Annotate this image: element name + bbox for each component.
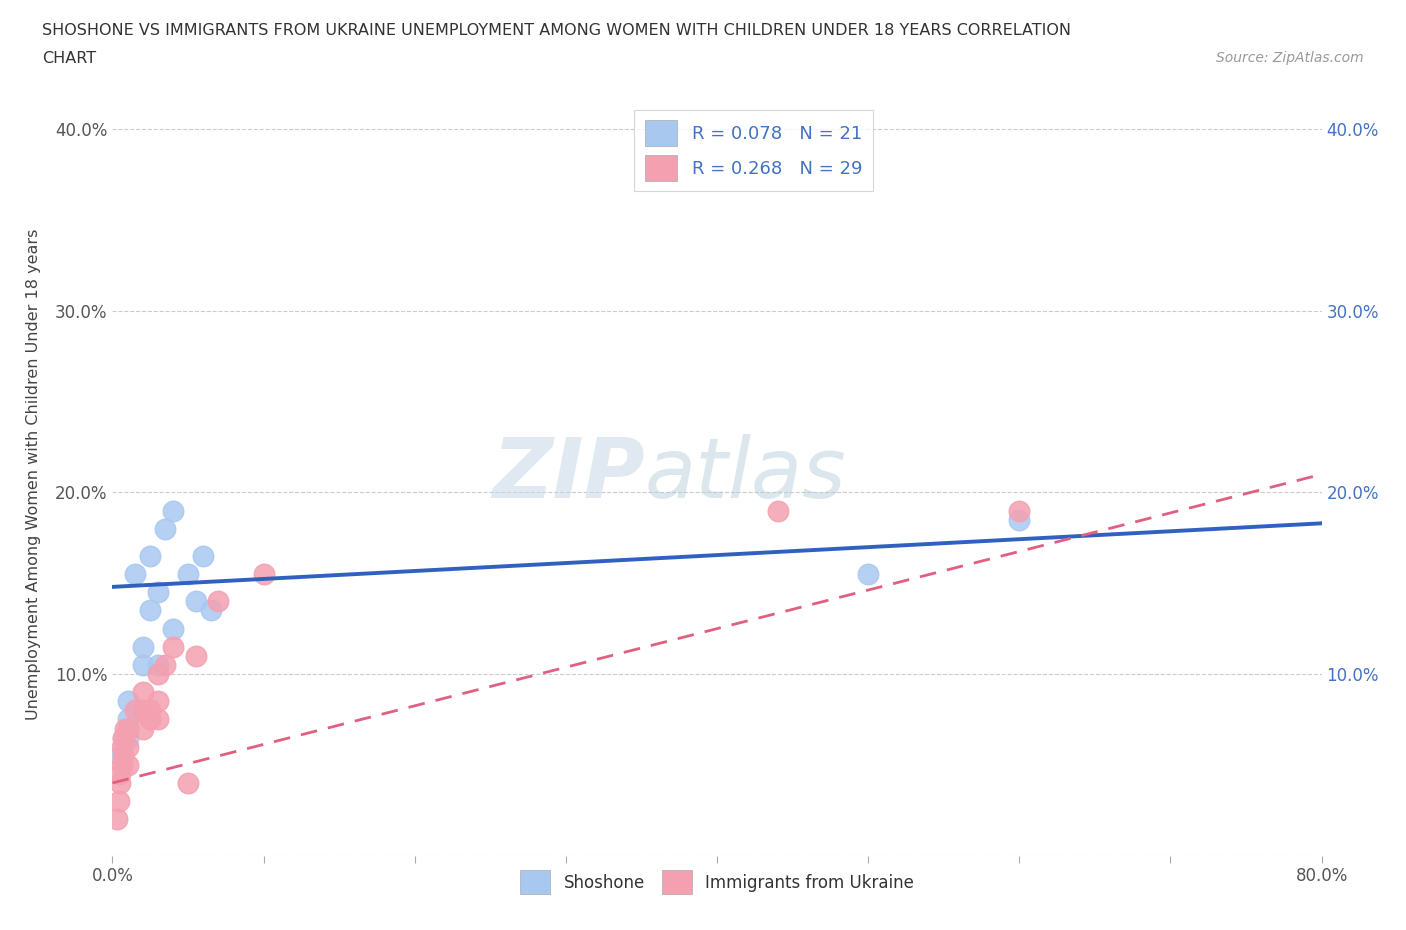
Point	[155, 658, 177, 672]
Point	[856, 566, 880, 581]
Point	[139, 549, 162, 564]
Point	[132, 658, 155, 672]
Point	[117, 694, 139, 709]
Point	[162, 621, 184, 636]
Point	[110, 739, 132, 754]
Text: CHART: CHART	[42, 51, 96, 66]
Point	[117, 721, 139, 736]
Point	[207, 594, 229, 609]
Point	[146, 712, 169, 727]
Point	[117, 712, 139, 727]
Point	[139, 603, 162, 618]
Point	[1008, 512, 1031, 527]
Point	[200, 603, 222, 618]
Point	[191, 549, 214, 564]
Point	[108, 776, 131, 790]
Text: Source: ZipAtlas.com: Source: ZipAtlas.com	[1216, 51, 1364, 65]
Point	[108, 766, 131, 781]
Point	[117, 730, 139, 745]
Point	[146, 694, 169, 709]
Point	[155, 522, 177, 537]
Text: SHOSHONE VS IMMIGRANTS FROM UKRAINE UNEMPLOYMENT AMONG WOMEN WITH CHILDREN UNDER: SHOSHONE VS IMMIGRANTS FROM UKRAINE UNEM…	[42, 23, 1071, 38]
Point	[124, 566, 146, 581]
Point	[112, 730, 135, 745]
Point	[132, 684, 155, 699]
Point	[108, 749, 131, 764]
Point	[132, 721, 155, 736]
Text: atlas: atlas	[644, 433, 846, 515]
Point	[162, 503, 184, 518]
Point	[132, 639, 155, 654]
Point	[117, 739, 139, 754]
Point	[114, 721, 136, 736]
Point	[139, 703, 162, 718]
Point	[110, 757, 132, 772]
Point	[1008, 503, 1031, 518]
Point	[146, 585, 169, 600]
Point	[107, 793, 129, 808]
Point	[139, 712, 162, 727]
Point	[177, 776, 200, 790]
Point	[112, 749, 135, 764]
Point	[112, 730, 135, 745]
Legend: Shoshone, Immigrants from Ukraine: Shoshone, Immigrants from Ukraine	[513, 864, 921, 900]
Text: ZIP: ZIP	[492, 433, 644, 515]
Point	[184, 648, 207, 663]
Point	[117, 757, 139, 772]
Point	[177, 566, 200, 581]
Point	[162, 639, 184, 654]
Point	[146, 658, 169, 672]
Point	[146, 667, 169, 682]
Point	[184, 594, 207, 609]
Point	[132, 703, 155, 718]
Y-axis label: Unemployment Among Women with Children Under 18 years: Unemployment Among Women with Children U…	[27, 229, 41, 720]
Point	[124, 703, 146, 718]
Point	[766, 503, 789, 518]
Point	[105, 812, 128, 827]
Point	[253, 566, 276, 581]
